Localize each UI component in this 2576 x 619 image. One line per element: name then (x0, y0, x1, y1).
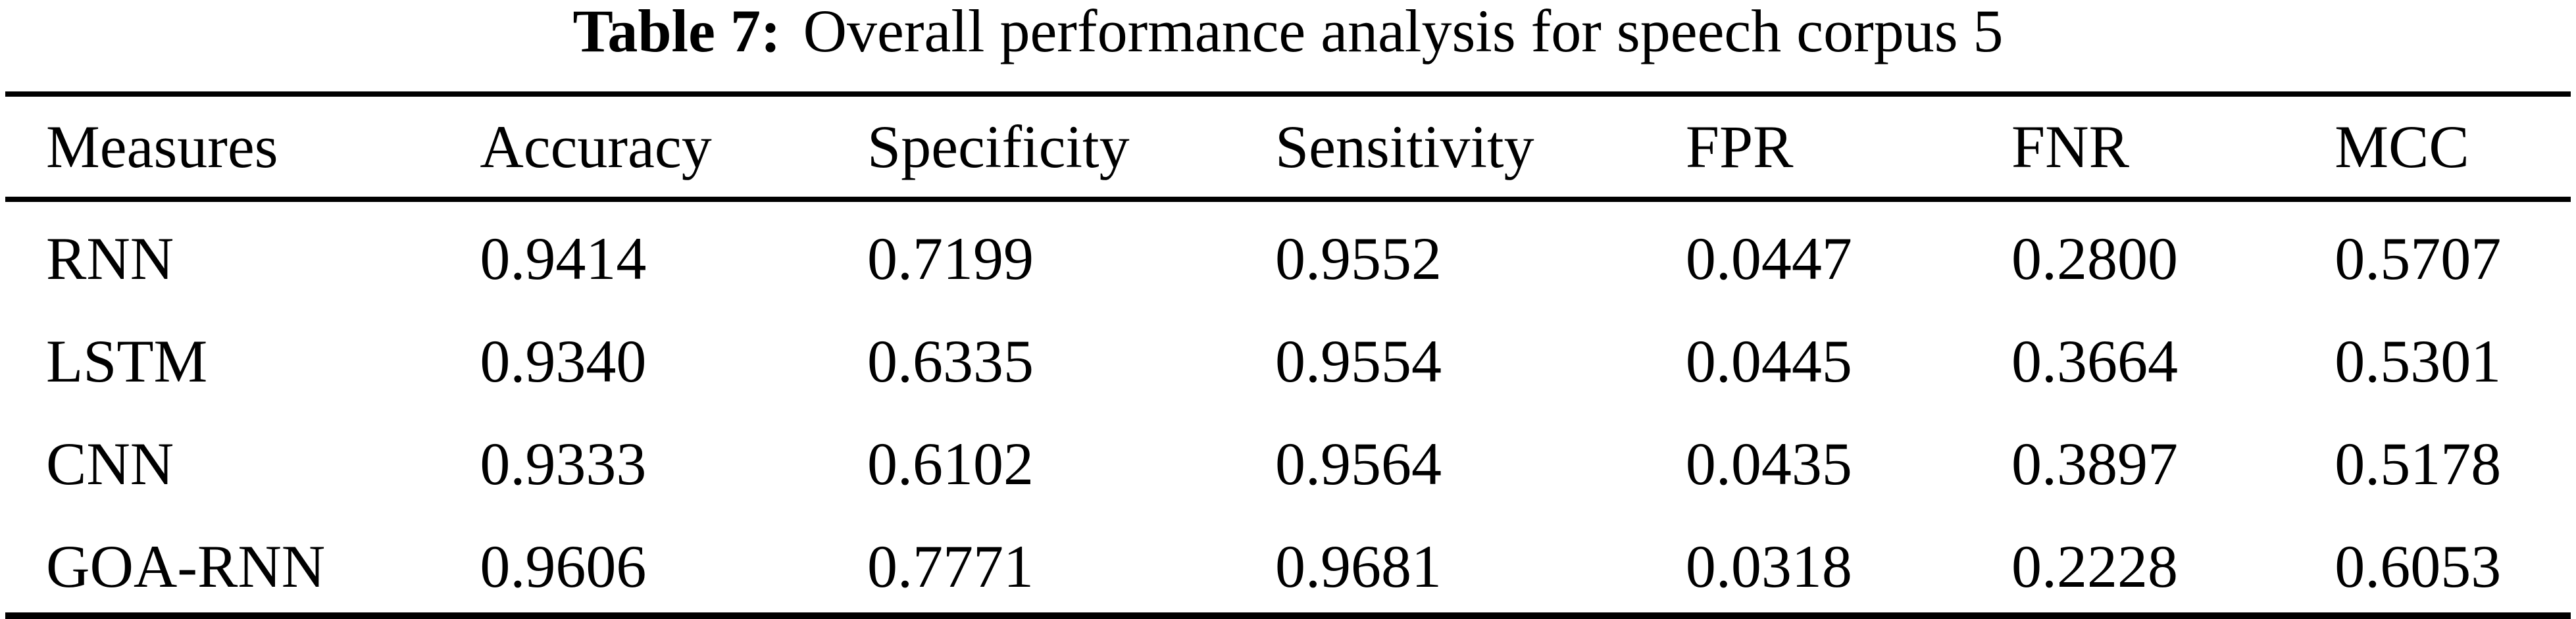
performance-table: Measures Accuracy Specificity Sensitivit… (5, 91, 2571, 619)
col-header-measures: Measures (5, 94, 480, 202)
table-caption-text: Overall performance analysis for speech … (803, 0, 2004, 64)
metric-value: 0.5178 (2335, 430, 2502, 497)
row-label: RNN (46, 225, 174, 292)
row-label: LSTM (46, 328, 208, 395)
table-row-goa-rnn: GOA-RNN 0.9606 0.7771 0.9681 0.0318 0.22… (5, 510, 2571, 616)
metric-value: 0.3897 (2011, 430, 2178, 497)
metric-value: 0.2228 (2011, 533, 2178, 600)
table-caption-label: Table 7: (572, 0, 781, 64)
col-header-fnr: FNR (2011, 94, 2335, 202)
table-row-lstm: LSTM 0.9340 0.6335 0.9554 0.0445 0.3664 … (5, 305, 2571, 407)
metric-value: 0.9681 (1275, 533, 1442, 600)
metric-value: 0.0318 (1685, 533, 1852, 600)
metric-value: 0.7771 (867, 533, 1034, 600)
metric-value: 0.0445 (1685, 328, 1852, 395)
table-row-cnn: CNN 0.9333 0.6102 0.9564 0.0435 0.3897 0… (5, 407, 2571, 510)
col-header-sensitivity: Sensitivity (1275, 94, 1686, 202)
metric-value: 0.6102 (867, 430, 1034, 497)
metric-value: 0.9606 (480, 533, 647, 600)
metric-value: 0.9564 (1275, 430, 1442, 497)
metric-value: 0.5301 (2335, 328, 2502, 395)
metric-value: 0.0435 (1685, 430, 1852, 497)
table-header: Measures Accuracy Specificity Sensitivit… (5, 94, 2571, 202)
metric-value: 0.0447 (1685, 225, 1852, 292)
metric-value: 0.9554 (1275, 328, 1442, 395)
metric-value: 0.9414 (480, 225, 647, 292)
metric-value: 0.6053 (2335, 533, 2502, 600)
metric-value: 0.7199 (867, 225, 1034, 292)
header-row: Measures Accuracy Specificity Sensitivit… (5, 94, 2571, 202)
metric-value: 0.6335 (867, 328, 1034, 395)
metric-value: 0.3664 (2011, 328, 2178, 395)
col-header-fpr: FPR (1685, 94, 2011, 202)
metric-value: 0.9552 (1275, 225, 1442, 292)
metric-value: 0.2800 (2011, 225, 2178, 292)
metric-value: 0.5707 (2335, 225, 2502, 292)
metric-value: 0.9333 (480, 430, 647, 497)
metric-value: 0.9340 (480, 328, 647, 395)
table-body: RNN 0.9414 0.7199 0.9552 0.0447 0.2800 0… (5, 199, 2571, 616)
col-header-specificity: Specificity (867, 94, 1275, 202)
col-header-accuracy: Accuracy (480, 94, 868, 202)
table-row-rnn: RNN 0.9414 0.7199 0.9552 0.0447 0.2800 0… (5, 199, 2571, 305)
col-header-mcc: MCC (2335, 94, 2571, 202)
table-caption: Table 7: Overall performance analysis for… (0, 0, 2576, 70)
row-label: CNN (46, 430, 174, 497)
row-label: GOA-RNN (46, 533, 326, 600)
